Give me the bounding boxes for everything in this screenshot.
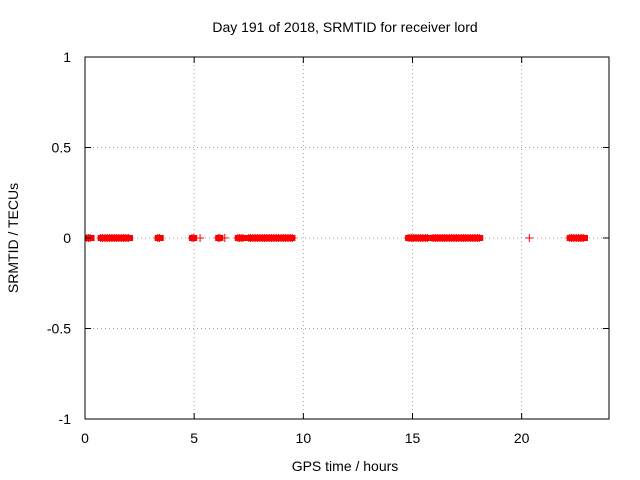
data-point [155, 234, 164, 242]
y-tick-label: 0.5 [52, 140, 72, 156]
data-point [579, 234, 588, 242]
data-point [196, 234, 205, 242]
data-point [475, 234, 484, 242]
x-tick-label: 5 [190, 430, 198, 446]
y-tick-label: 1 [63, 49, 71, 65]
y-axis-tick-labels: 1 0.5 0 -0.5 -1 [47, 49, 71, 427]
data-point [220, 234, 229, 242]
x-axis-label: GPS time / hours [292, 458, 399, 474]
y-tick-label: -1 [59, 411, 72, 427]
x-tick-label: 20 [514, 430, 530, 446]
chart-title: Day 191 of 2018, SRMTID for receiver lor… [212, 19, 477, 35]
x-tick-label: 0 [81, 430, 89, 446]
data-point [124, 234, 133, 242]
data-point [525, 234, 534, 242]
x-tick-label: 15 [405, 430, 421, 446]
x-tick-label: 10 [296, 430, 312, 446]
y-tick-label: 0 [63, 230, 71, 246]
axis-ticks [84, 56, 609, 420]
y-tick-label: -0.5 [47, 321, 71, 337]
y-axis-label: SRMTID / TECUs [5, 183, 21, 293]
data-series-srmtid [84, 234, 588, 242]
data-point [288, 234, 297, 242]
x-axis-tick-labels: 0 5 10 15 20 [81, 430, 530, 446]
